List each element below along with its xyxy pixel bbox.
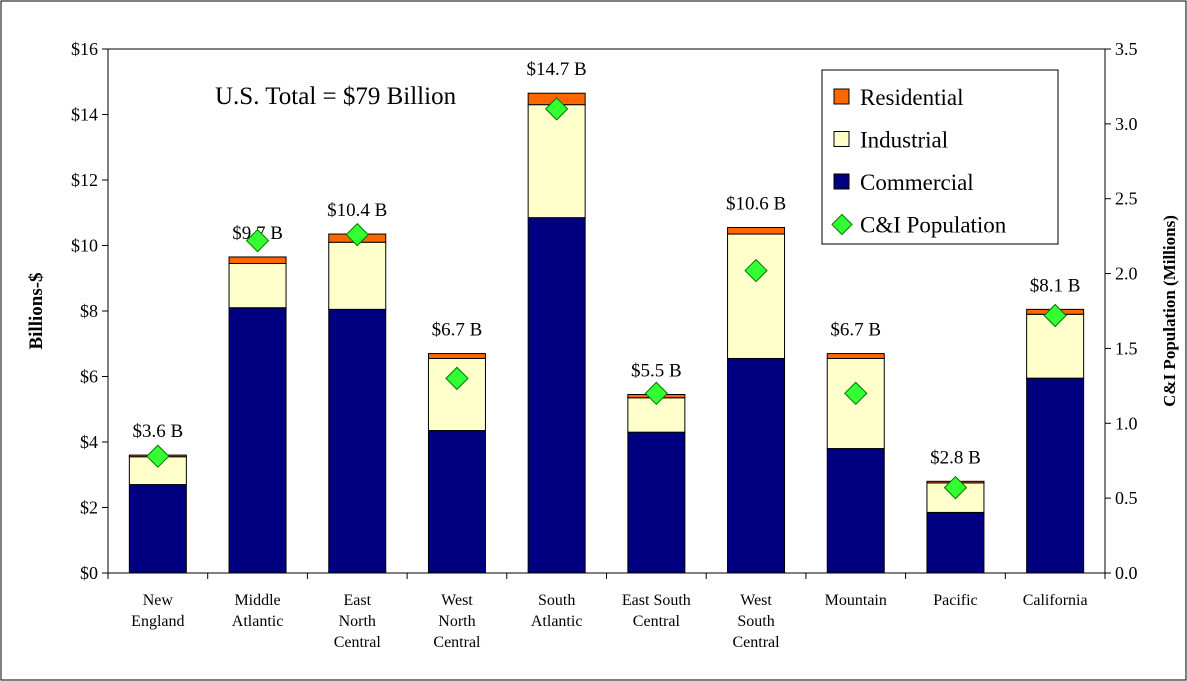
total-label: $14.7 B bbox=[527, 59, 587, 80]
label-bg bbox=[813, 317, 898, 342]
legend-label: Residential bbox=[860, 85, 963, 110]
y2-tick-label: 2.5 bbox=[1115, 189, 1138, 209]
total-label: $2.8 B bbox=[930, 447, 981, 468]
y2-tick-label: 0.0 bbox=[1115, 563, 1138, 583]
x-tick-label: New England bbox=[131, 592, 184, 630]
x-tick-label: Pacific bbox=[933, 592, 977, 609]
y2-tick-label: 3.0 bbox=[1115, 114, 1138, 134]
population-marker bbox=[445, 366, 469, 391]
bar-segment bbox=[727, 226, 786, 235]
total-label: $5.5 B bbox=[631, 361, 682, 382]
bar-segment bbox=[427, 353, 486, 359]
population-marker bbox=[744, 258, 768, 283]
legend-swatch bbox=[831, 213, 853, 236]
y-tick-label: $14 bbox=[71, 105, 98, 125]
bar-segment bbox=[228, 307, 287, 574]
bar-segment bbox=[926, 511, 985, 574]
label-bg bbox=[414, 317, 499, 342]
x-tick-label: Mountain bbox=[825, 592, 887, 609]
y-tick-label: $10 bbox=[71, 236, 98, 256]
bar-segment bbox=[328, 308, 387, 574]
population-marker bbox=[345, 222, 369, 247]
total-label: $10.4 B bbox=[327, 200, 387, 221]
population-marker bbox=[844, 381, 868, 406]
legend-label: Industrial bbox=[860, 128, 948, 153]
bar-segment bbox=[228, 263, 287, 309]
y-tick-label: $12 bbox=[71, 170, 98, 190]
population-marker bbox=[1043, 303, 1067, 328]
x-tick-label: South Atlantic bbox=[531, 592, 583, 630]
y-tick-label: $2 bbox=[80, 498, 98, 518]
bar-segment bbox=[527, 104, 586, 219]
total-label: $6.7 B bbox=[830, 320, 881, 341]
population-marker bbox=[245, 228, 270, 253]
bar-segment bbox=[228, 256, 287, 265]
population-marker bbox=[544, 97, 569, 121]
population-marker bbox=[644, 381, 669, 406]
bar-segment bbox=[826, 448, 885, 574]
y-tick-label: $4 bbox=[80, 432, 98, 452]
y-tick-label: $16 bbox=[71, 39, 98, 59]
population-marker bbox=[146, 444, 170, 468]
y2-tick-label: 0.5 bbox=[1115, 488, 1138, 508]
legend-swatch bbox=[833, 88, 850, 105]
label-bg bbox=[115, 419, 200, 444]
population-marker bbox=[943, 475, 968, 500]
annotation: U.S. Total = $79 Billion bbox=[215, 83, 457, 110]
label-bg bbox=[714, 191, 799, 216]
x-tick-label: East North Central bbox=[334, 592, 382, 651]
legend-label: C&I Population bbox=[860, 213, 1007, 238]
y2-axis-label: C&I Population (Millions) bbox=[1160, 215, 1179, 407]
bar-segment bbox=[1026, 377, 1085, 574]
total-label: $3.6 B bbox=[133, 421, 184, 442]
label-bg bbox=[315, 198, 400, 223]
y2-tick-label: 1.5 bbox=[1115, 338, 1138, 358]
bar-segment bbox=[527, 217, 586, 574]
legend-box bbox=[821, 69, 1059, 245]
x-tick-label: West South Central bbox=[733, 592, 781, 651]
label-bg bbox=[514, 57, 599, 82]
y2-tick-label: 2.0 bbox=[1115, 264, 1138, 284]
bar-segment bbox=[727, 233, 786, 359]
total-label: $8.1 B bbox=[1030, 275, 1081, 296]
bar-segment bbox=[727, 357, 786, 574]
x-tick-label: East South Central bbox=[622, 592, 691, 630]
y-tick-label: $6 bbox=[80, 367, 98, 387]
bar-segment bbox=[627, 431, 686, 574]
y-tick-label: $8 bbox=[80, 301, 98, 321]
x-tick-label: California bbox=[1023, 592, 1088, 609]
bar-segment bbox=[328, 241, 387, 310]
legend-swatch bbox=[833, 131, 850, 147]
bar-segment bbox=[826, 353, 885, 359]
y2-tick-label: 3.5 bbox=[1115, 39, 1138, 59]
y2-tick-label: 1.0 bbox=[1115, 413, 1138, 433]
total-label: $6.7 B bbox=[432, 320, 483, 341]
legend-swatch bbox=[833, 173, 850, 190]
y-tick-label: $0 bbox=[80, 563, 98, 583]
bar-segment bbox=[128, 484, 187, 574]
x-tick-label: West North Central bbox=[433, 592, 481, 651]
label-bg bbox=[913, 445, 998, 470]
x-tick-label: Middle Atlantic bbox=[232, 592, 284, 630]
bar-segment bbox=[427, 430, 486, 574]
label-bg bbox=[614, 358, 699, 383]
label-bg bbox=[1013, 273, 1098, 298]
total-label: $10.6 B bbox=[726, 193, 786, 214]
y-axis-label: Billions-$ bbox=[26, 272, 47, 349]
legend-label: Commercial bbox=[860, 170, 974, 195]
